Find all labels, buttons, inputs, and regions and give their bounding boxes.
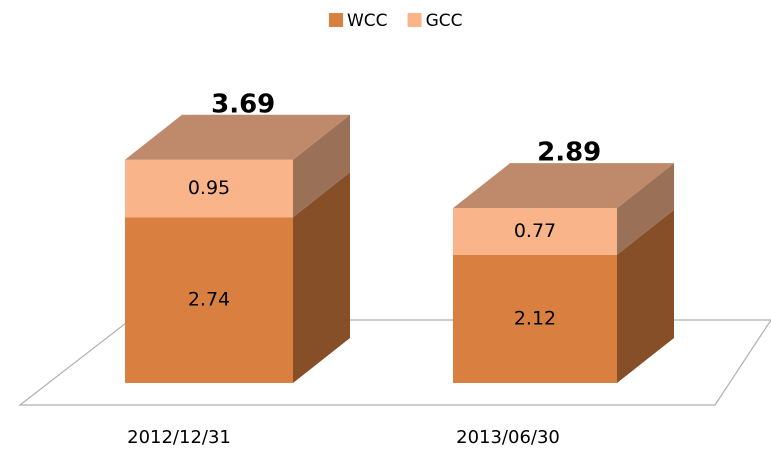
data-label: 2.12 (514, 307, 556, 329)
legend-swatch (329, 13, 343, 27)
bar-segment (453, 208, 617, 255)
bar-side (293, 172, 350, 383)
bar-top (125, 114, 350, 160)
legend-swatch (407, 13, 422, 27)
legend-label: GCC (426, 11, 463, 31)
legend-label: WCC (347, 11, 388, 31)
data-label: 2.74 (188, 289, 230, 311)
bar-side (293, 114, 350, 218)
data-label: 0.77 (514, 220, 556, 242)
bar-side (617, 209, 674, 383)
x-tick-label: 2012/12/31 (127, 427, 231, 448)
bar-segment (125, 217, 293, 383)
bar-top (453, 163, 674, 209)
total-label: 3.69 (211, 89, 275, 119)
bar-segment (453, 254, 617, 383)
data-label: 0.95 (188, 177, 230, 199)
bar-side (617, 163, 674, 255)
x-tick-label: 2013/06/30 (456, 427, 560, 448)
bar-segment (125, 159, 293, 218)
total-label: 2.89 (537, 138, 601, 168)
